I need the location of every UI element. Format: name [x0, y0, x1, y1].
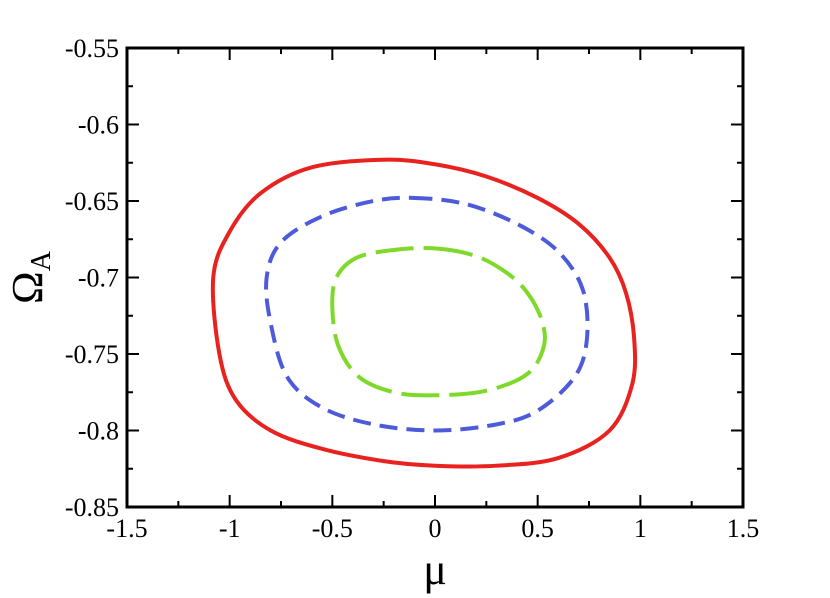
x-tick-label: 0 — [429, 514, 442, 543]
y-tick-label: -0.75 — [65, 340, 119, 369]
y-tick-label: -0.7 — [78, 264, 119, 293]
y-tick-label: -0.6 — [78, 111, 119, 140]
y-tick-label: -0.55 — [65, 34, 119, 63]
x-tick-label: -1.5 — [106, 514, 147, 543]
y-axis-label-symbol: Ω — [3, 271, 52, 304]
x-tick-label: 1 — [634, 514, 647, 543]
axis-ticks — [126, 47, 744, 508]
y-tick-label: -0.85 — [65, 493, 119, 522]
x-tick-label: -1 — [219, 514, 241, 543]
y-tick-labels: -0.55 -0.6 -0.65 -0.7 -0.75 -0.8 -0.85 — [65, 34, 119, 522]
contour-lines — [210, 157, 638, 469]
y-tick-label: -0.65 — [65, 187, 119, 216]
contour-line-2 — [264, 195, 590, 433]
x-tick-label: -0.5 — [312, 514, 353, 543]
y-axis-label: ΩA — [3, 250, 57, 304]
x-tick-label: 1.5 — [727, 514, 760, 543]
x-tick-labels: -1.5 -1 -0.5 0 0.5 1 1.5 — [106, 514, 759, 543]
x-axis-label: μ — [423, 545, 447, 594]
contour-line-1 — [210, 157, 638, 469]
y-tick-label: -0.8 — [78, 417, 119, 446]
plot-frame — [125, 46, 745, 509]
x-tick-label: 0.5 — [521, 514, 554, 543]
y-axis-label-subscript: A — [26, 250, 57, 271]
contour-line-3 — [330, 246, 547, 398]
